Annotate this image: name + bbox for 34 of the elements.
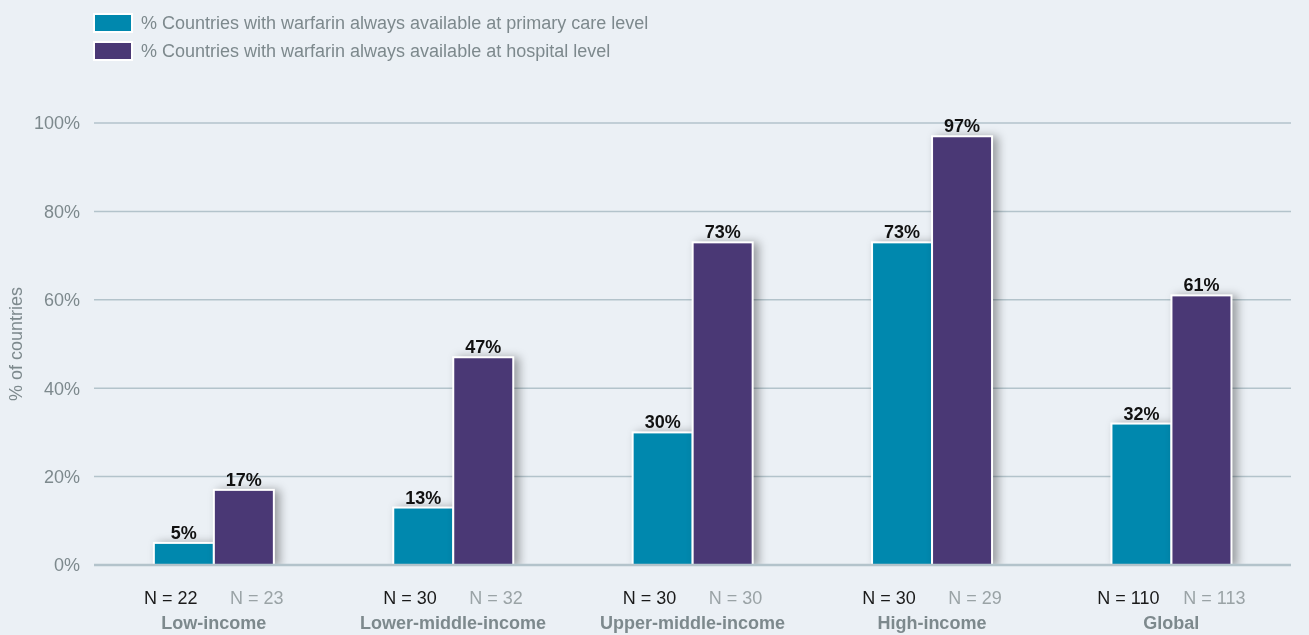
x-tick-label: Global xyxy=(1143,613,1200,633)
y-tick-label: 20% xyxy=(43,466,80,487)
text: N = 23 xyxy=(229,588,284,608)
y-tick-label: 80% xyxy=(43,201,80,222)
data-label: 32% xyxy=(1123,403,1160,424)
x-tick-label: Upper-middle-income xyxy=(599,613,786,633)
data-label: 73% xyxy=(884,222,921,243)
data-label: 47% xyxy=(465,337,502,358)
text: N = 30 xyxy=(622,588,677,608)
y-tick-label: 60% xyxy=(43,290,80,311)
data-label: 5% xyxy=(170,522,197,543)
data-label: 61% xyxy=(1183,275,1220,296)
text: N = 110 xyxy=(1097,588,1160,608)
data-label: 17% xyxy=(225,469,262,490)
y-tick-label: 0% xyxy=(53,555,80,576)
y-tick-label: 40% xyxy=(43,378,80,399)
text: N = 22 xyxy=(143,588,198,608)
y-axis-title: % of countries xyxy=(6,286,27,402)
legend-label: % Countries with warfarin always available at primary care level xyxy=(141,12,649,34)
text: N = 32 xyxy=(469,588,523,608)
x-tick-label: Lower-middle-income xyxy=(360,613,547,633)
y-tick-label: 100% xyxy=(33,113,80,134)
x-tick-label: High-income xyxy=(877,613,987,633)
data-label: 73% xyxy=(704,222,741,243)
text: N = 30 xyxy=(862,588,916,608)
data-label: 97% xyxy=(944,116,981,137)
data-label: 13% xyxy=(405,487,442,508)
data-label: 30% xyxy=(644,412,681,433)
text: N = 29 xyxy=(948,588,1002,608)
text: N = 113 xyxy=(1183,588,1246,608)
text: N = 30 xyxy=(383,588,437,608)
text: N = 30 xyxy=(708,588,763,608)
legend-label: % Countries with warfarin always available at hospital level xyxy=(141,40,611,62)
x-tick-label: Low-income xyxy=(161,613,267,633)
